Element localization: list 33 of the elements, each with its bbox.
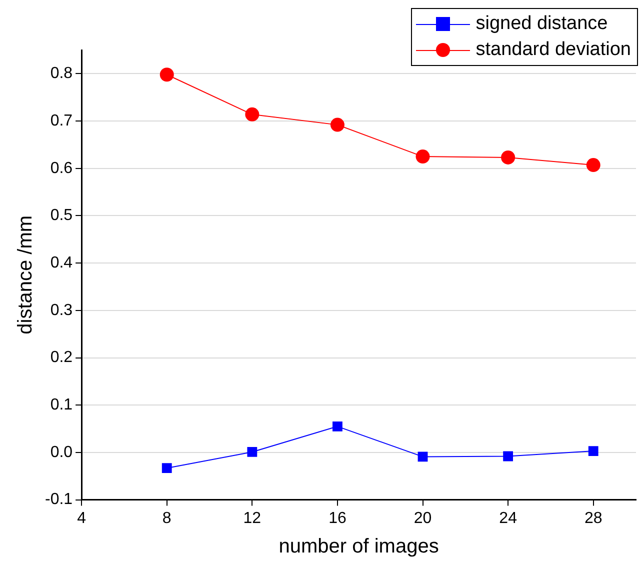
point [160,68,174,82]
x-tick-label: 8 [162,510,172,527]
legend-label: signed distance [476,12,608,36]
point [418,452,428,462]
point [162,463,172,474]
y-tick-label: 0.3 [50,302,73,319]
point [501,150,516,164]
y-tick-label: 0.1 [50,396,73,414]
y-tick-label: -0.1 [44,491,73,508]
legend-label: standard deviation [476,38,631,62]
x-tick-label: 4 [77,510,86,527]
x-tick-label: 12 [243,510,262,527]
point [332,421,342,432]
y-tick-label: 0.6 [50,160,73,177]
x-tick-label: 20 [414,510,432,527]
y-tick-label: 0.0 [50,444,73,461]
y-axis-title: distance /mm [14,215,37,334]
x-tick-label: 24 [499,510,518,527]
x-tick-label: 16 [328,510,346,527]
x-tick-label: 28 [584,510,602,527]
point [588,446,598,456]
point [247,447,258,457]
point [586,158,600,172]
y-tick-label: 0.2 [50,349,73,366]
point [245,107,260,122]
y-tick-label: 0.5 [50,207,73,224]
point [330,118,344,132]
y-tick-label: 0.4 [50,254,73,272]
point [416,150,430,164]
y-tick-label: 0.8 [50,65,73,82]
x-axis-title: number of images [278,536,439,558]
point [503,451,514,462]
y-tick-label: 0.7 [50,112,73,130]
